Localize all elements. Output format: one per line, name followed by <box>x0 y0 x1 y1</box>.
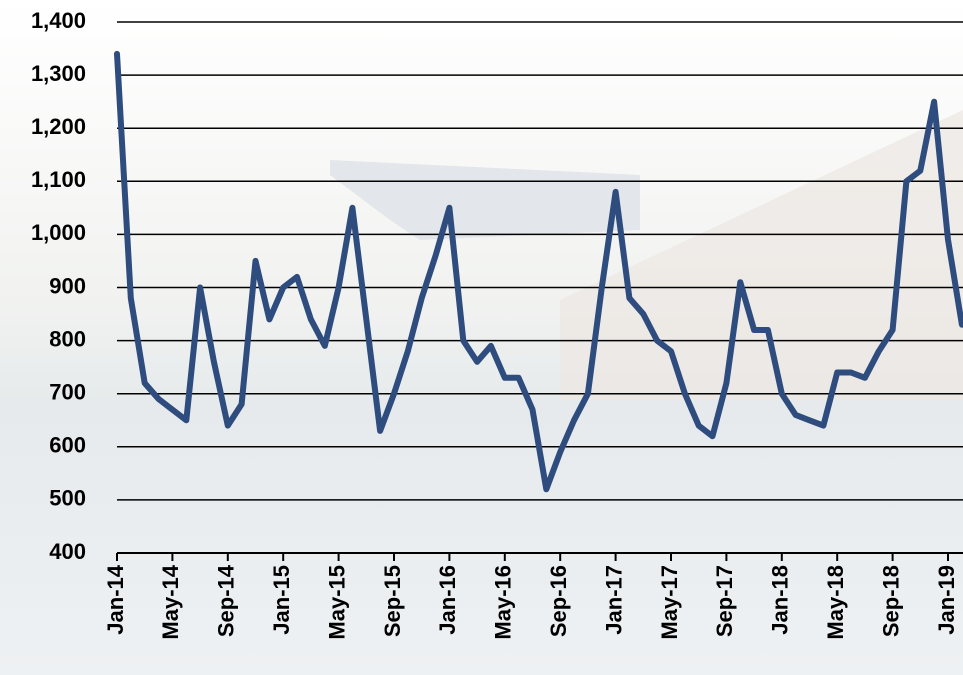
x-tick-label: Sep-14 <box>214 564 239 637</box>
x-tick-label: Jan-19 <box>934 565 959 635</box>
x-tick-label: Jan-14 <box>103 564 128 634</box>
y-tick-label: 1,200 <box>31 114 86 139</box>
x-tick-label: Sep-17 <box>712 565 737 637</box>
x-tick-label: Sep-15 <box>380 565 405 637</box>
x-tick-label: May-17 <box>657 565 682 640</box>
x-tick-label: Sep-18 <box>878 565 903 637</box>
line-series <box>114 50 963 493</box>
x-tick-label: Jan-16 <box>435 565 460 635</box>
x-tick-label: May-15 <box>324 565 349 640</box>
x-tick-label: May-18 <box>823 565 848 640</box>
y-tick-label: 1,400 <box>31 8 86 33</box>
y-tick-label: 400 <box>49 539 86 564</box>
y-tick-label: 1,100 <box>31 167 86 192</box>
y-tick-label: 900 <box>49 273 86 298</box>
x-tick-label: Jan-15 <box>269 565 294 635</box>
ship-shape <box>330 160 640 240</box>
y-tick-label: 700 <box>49 380 86 405</box>
x-tick-label: May-16 <box>491 565 516 640</box>
y-tick-label: 800 <box>49 326 86 351</box>
x-tick-label: Sep-16 <box>546 565 571 637</box>
y-tick-label: 600 <box>49 433 86 458</box>
x-tick-label: May-14 <box>158 564 183 639</box>
y-tick-label: 1,300 <box>31 61 86 86</box>
hull-shape <box>560 110 963 400</box>
x-tick-label: Jan-17 <box>601 565 626 635</box>
y-tick-label: 500 <box>49 486 86 511</box>
y-tick-label: 1,000 <box>31 220 86 245</box>
x-tick-label: Jan-18 <box>768 565 793 635</box>
